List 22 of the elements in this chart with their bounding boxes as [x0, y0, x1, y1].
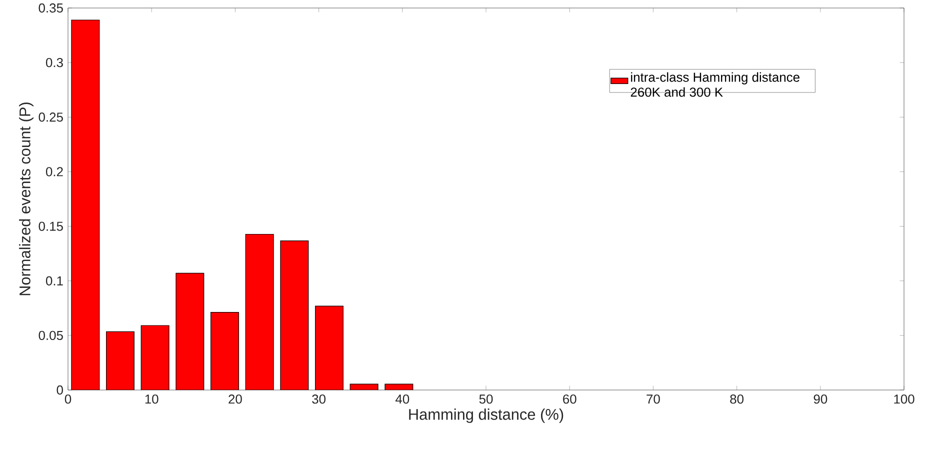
x-tick-label: 70	[646, 394, 660, 404]
x-axis-title: Hamming distance (%)	[409, 408, 564, 423]
x-tick-label: 50	[479, 394, 493, 404]
y-tick-label: 0.2	[46, 167, 63, 176]
x-tick-label: 30	[312, 394, 326, 404]
x-tick-label: 80	[730, 394, 744, 404]
y-tick-label: 0.25	[38, 112, 63, 122]
x-tick-label: 100	[894, 394, 914, 404]
y-tick-label: 0.35	[38, 3, 63, 13]
x-tick-label: 0	[64, 394, 72, 404]
y-tick-label: 0	[56, 385, 63, 395]
legend-label: intra-class Hamming distance 260K and 300 K	[630, 72, 800, 97]
x-tick-label: 10	[145, 394, 158, 404]
x-tick-label: 90	[814, 394, 828, 404]
y-axis-title: Normalized events count (P)	[19, 102, 34, 296]
y-tick-label: 0.1	[46, 276, 63, 286]
x-tick-label: 60	[563, 394, 576, 404]
x-tick-label: 40	[395, 394, 410, 404]
y-tick-label: 0.3	[46, 58, 63, 68]
x-tick-label: 20	[228, 394, 242, 404]
y-tick-label: 0.05	[38, 330, 63, 340]
y-tick-label: 0.15	[38, 222, 63, 231]
